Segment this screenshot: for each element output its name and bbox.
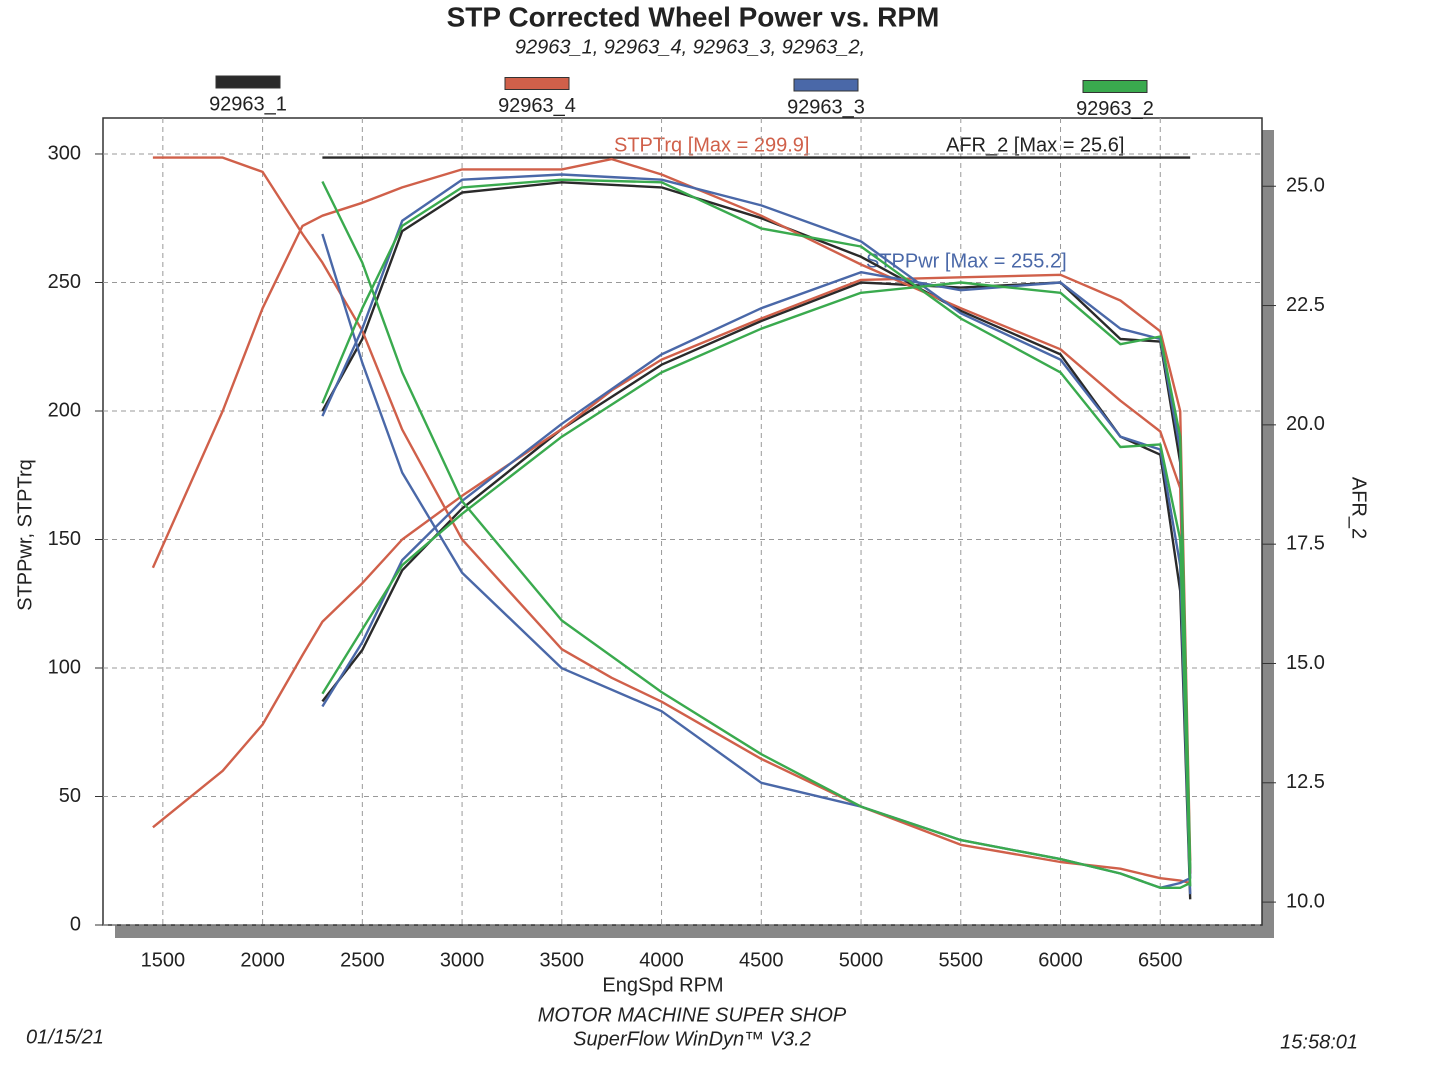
y2-tick-label: 15.0 — [1286, 652, 1325, 674]
legend-label: 92963_3 — [787, 96, 865, 118]
x-tick-label: 4500 — [739, 949, 784, 971]
legend-label: 92963_4 — [498, 95, 576, 117]
chart-subtitle: 92963_1, 92963_4, 92963_3, 92963_2, — [515, 36, 865, 58]
annotation: STPPwr [Max = 255.2] — [866, 250, 1067, 272]
annotation: AFR_2 [Max = 25.6] — [946, 134, 1124, 156]
x-tick-label: 5500 — [939, 949, 984, 971]
y-tick-label: 150 — [48, 528, 81, 550]
y-axis-label: STPPwr, STPTrq — [14, 459, 36, 611]
y2-tick-label: 25.0 — [1286, 175, 1325, 197]
plot-area — [102, 117, 1263, 926]
torque-line — [321, 173, 1192, 895]
power-line — [321, 281, 1192, 874]
legend-swatch — [1082, 80, 1148, 93]
y2-tick-label: 20.0 — [1286, 413, 1325, 435]
torque-line — [151, 157, 1192, 874]
x-tick-label: 3500 — [540, 949, 585, 971]
y-tick-label: 200 — [48, 399, 81, 421]
power-line — [321, 281, 1192, 869]
x-tick-label: 5000 — [839, 949, 884, 971]
y2-tick-label: 22.5 — [1286, 294, 1325, 316]
annotation: STPTrq [Max = 299.9] — [614, 134, 809, 156]
footer-date: 01/15/21 — [26, 1026, 104, 1048]
x-tick-label: 3000 — [440, 949, 485, 971]
footer-time: 15:58:01 — [1280, 1031, 1358, 1053]
y-tick-label: 0 — [70, 913, 81, 935]
y2-axis-label: AFR_2 — [1348, 477, 1370, 539]
torque-line — [321, 178, 1192, 887]
afr-line — [152, 156, 1191, 885]
x-tick-label: 2000 — [240, 949, 285, 971]
legend-label: 92963_1 — [209, 93, 287, 115]
y2-tick-label: 17.5 — [1286, 532, 1325, 554]
x-tick-label: 6000 — [1038, 949, 1083, 971]
y-tick-label: 100 — [48, 656, 81, 678]
legend-label: 92963_2 — [1076, 98, 1154, 120]
chart-title: STP Corrected Wheel Power vs. RPM — [447, 1, 940, 32]
x-tick-label: 4000 — [639, 949, 684, 971]
y-tick-label: 250 — [48, 271, 81, 293]
y2-tick-label: 10.0 — [1286, 890, 1325, 912]
legend-swatch — [215, 75, 281, 89]
x-axis-label: EngSpd RPM — [602, 974, 723, 996]
footer-software: SuperFlow WinDyn™ V3.2 — [573, 1028, 811, 1050]
afr-line — [321, 180, 1191, 889]
y-tick-label: 300 — [48, 142, 81, 164]
legend-swatch — [504, 77, 570, 90]
x-tick-label: 1500 — [141, 949, 186, 971]
y-tick-label: 50 — [59, 785, 81, 807]
x-tick-label: 6500 — [1138, 949, 1183, 971]
footer-shop: MOTOR MACHINE SUPER SHOP — [538, 1004, 847, 1026]
y2-tick-label: 12.5 — [1286, 771, 1325, 793]
legend-swatch — [793, 78, 859, 92]
x-tick-label: 2500 — [340, 949, 385, 971]
